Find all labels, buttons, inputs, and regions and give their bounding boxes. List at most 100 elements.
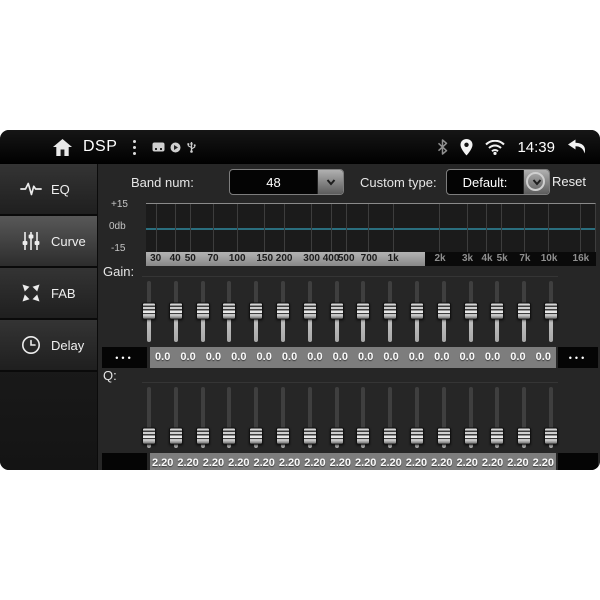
gain-slider[interactable] [302,277,317,345]
q-slider[interactable] [329,383,344,451]
q-slider[interactable] [195,383,210,451]
freq-tick-label: 40 [169,253,181,264]
gain-slider-thumb[interactable] [329,302,344,320]
q-slider[interactable] [490,383,505,451]
q-slider-thumb[interactable] [329,427,344,445]
q-slider[interactable] [142,383,156,451]
gain-slider[interactable] [222,277,237,345]
gain-slider-thumb[interactable] [249,302,264,320]
chevron-down-icon[interactable] [317,170,343,194]
q-slider-thumb[interactable] [142,427,156,445]
q-slider[interactable] [222,383,237,451]
fab-icon [20,283,42,303]
gain-slider[interactable] [275,277,290,345]
q-slider[interactable] [383,383,398,451]
sidebar-item-curve[interactable]: Curve [0,216,97,268]
q-slider[interactable] [463,383,478,451]
gain-more-left-button[interactable]: ••• [102,347,147,368]
sidebar-item-fab[interactable]: FAB [0,268,97,320]
usb-icon [186,141,197,153]
gain-slider-thumb[interactable] [168,302,183,320]
gridline [330,204,332,253]
gain-more-right-button[interactable]: ••• [558,347,598,368]
q-slider-thumb[interactable] [275,427,290,445]
gain-slider-thumb[interactable] [383,302,398,320]
q-slider-thumb[interactable] [356,427,371,445]
gain-slider[interactable] [168,277,183,345]
gain-slider[interactable] [543,277,558,345]
gain-slider-thumb[interactable] [490,302,505,320]
q-slider-thumb[interactable] [490,427,505,445]
q-slider-track [548,387,553,448]
q-more-left-button[interactable] [102,453,147,470]
gain-slider[interactable] [249,277,264,345]
gain-slider[interactable] [463,277,478,345]
gridline [311,204,313,253]
gain-slider-thumb[interactable] [517,302,532,320]
q-slider-thumb[interactable] [517,427,532,445]
q-slider-thumb[interactable] [302,427,317,445]
gain-slider-thumb[interactable] [275,302,290,320]
q-slider[interactable] [436,383,451,451]
custom-type-value: Default: [462,174,508,190]
q-slider-thumb[interactable] [409,427,424,445]
gain-slider[interactable] [356,277,371,345]
gridline [345,204,347,253]
overflow-menu-icon[interactable] [133,139,137,155]
q-slider[interactable] [168,383,183,451]
q-slider-thumb[interactable] [249,427,264,445]
gain-slider-thumb[interactable] [409,302,424,320]
eq-wave-icon [20,180,42,198]
scrollbar-thumb[interactable] [146,252,425,266]
sidebar-item-eq[interactable]: EQ [0,164,97,216]
q-value: 2.20 [253,457,275,469]
gain-slider-thumb[interactable] [356,302,371,320]
q-slider[interactable] [275,383,290,451]
gain-slider[interactable] [329,277,344,345]
gain-slider-thumb[interactable] [302,302,317,320]
gain-slider[interactable] [436,277,451,345]
back-icon[interactable] [567,139,588,155]
freq-tick-label: 500 [337,253,355,264]
sidebar-item-delay[interactable]: Delay [0,320,97,372]
freq-tick-label: 300 [303,253,320,264]
sidebar-item-label: FAB [51,285,76,301]
band-num-select[interactable]: 48 [229,169,344,195]
q-value-strip: 2.20 2.20 2.20 2.20 2.20 2.20 2.20 2.20 2.20 2.20… [150,453,556,470]
q-slider[interactable] [517,383,532,451]
q-slider-thumb[interactable] [168,427,183,445]
q-slider[interactable] [249,383,264,451]
q-slider-thumb[interactable] [543,427,558,445]
reset-button[interactable]: Reset [526,172,586,191]
gain-slider-thumb[interactable] [463,302,478,320]
q-slider[interactable] [409,383,424,451]
location-icon [460,138,473,156]
gain-slider-thumb[interactable] [436,302,451,320]
q-slider-thumb[interactable] [383,427,398,445]
gain-slider-thumb[interactable] [142,302,156,320]
q-slider-thumb[interactable] [463,427,478,445]
q-slider-thumb[interactable] [222,427,237,445]
gain-slider[interactable] [517,277,532,345]
reset-radio-icon[interactable] [526,172,545,191]
gain-value: 0.0 [484,351,501,363]
gain-slider[interactable] [142,277,156,345]
gain-value: 0.0 [180,351,196,363]
home-icon[interactable] [52,138,73,157]
q-slider-thumb[interactable] [195,427,210,445]
q-slider[interactable] [543,383,558,451]
gridline [466,204,468,253]
gain-slider[interactable] [490,277,505,345]
gain-slider[interactable] [195,277,210,345]
gain-slider[interactable] [409,277,424,345]
q-more-right-button[interactable] [558,453,598,470]
gain-slider-thumb[interactable] [543,302,558,320]
zero-db-line [146,228,595,230]
gain-slider-thumb[interactable] [195,302,210,320]
gain-slider[interactable] [383,277,398,345]
frequency-axis-scrollbar[interactable]: 30 40 50 70 100 150 200 300 400 500 700 1k 2k 3k 4k 5k 7… [146,252,596,266]
gain-slider-thumb[interactable] [222,302,237,320]
q-slider[interactable] [302,383,317,451]
q-slider[interactable] [356,383,371,451]
q-slider-thumb[interactable] [436,427,451,445]
